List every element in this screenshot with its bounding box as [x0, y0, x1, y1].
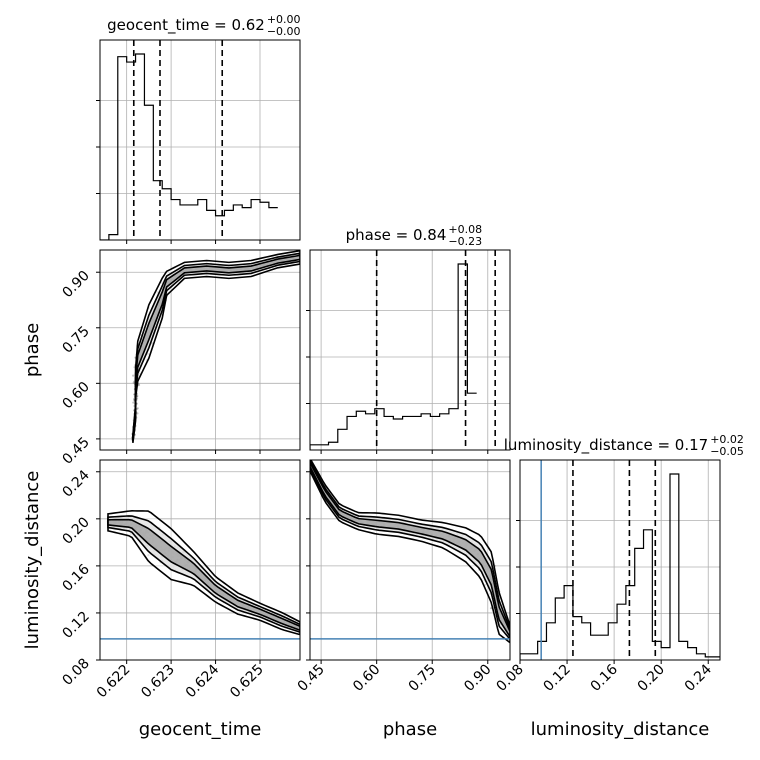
scatter-point: [136, 394, 139, 398]
pair-geocent-time-vs-phase: [99, 249, 301, 451]
scatter-point: [136, 412, 139, 415]
x-tick-label: 0.622: [94, 662, 134, 702]
density-contour: [132, 252, 300, 442]
x-axis-label-geocent-time: geocent_time: [139, 719, 262, 740]
scatter-point: [136, 407, 139, 410]
panel-title-phase: phase = 0.84: [346, 226, 447, 244]
x-axis-label-phase: phase: [383, 719, 437, 740]
y-axis-label-luminosity-distance: luminosity_distance: [22, 471, 43, 650]
y-tick-label: 0.12: [59, 608, 92, 641]
histogram-step: [520, 473, 720, 660]
y-tick-label: 0.16: [59, 561, 92, 594]
x-tick-label: 0.20: [635, 662, 668, 695]
x-tick-label: 0.24: [682, 661, 715, 694]
x-tick-label: 0.624: [183, 661, 223, 701]
x-tick-label: 0.90: [461, 662, 494, 695]
title-plus: +0.00: [267, 13, 301, 26]
scatter-point: [135, 397, 139, 400]
panel-title-luminosity-distance: luminosity_distance = 0.17: [504, 436, 708, 455]
panel-frame: [519, 459, 721, 661]
scatter-point: [132, 401, 135, 404]
y-tick-label: 0.20: [59, 514, 92, 547]
panel-title-geocent-time: geocent_time = 0.62: [107, 16, 265, 35]
x-tick-label: 0.45: [295, 662, 328, 695]
scatter-point: [133, 397, 136, 401]
density-contour: [310, 462, 510, 639]
x-tick-label: 0.623: [138, 662, 178, 702]
title-plus: +0.02: [710, 433, 744, 446]
pair-plot-area: [130, 250, 300, 443]
pair-geocent-time-vs-luminosity-distance: [99, 459, 301, 661]
x-tick-label: 0.12: [541, 662, 574, 695]
density-contour: [107, 518, 300, 632]
title-minus: −0.23: [448, 235, 482, 248]
histogram-phase: [306, 249, 511, 451]
scatter-point: [132, 374, 135, 377]
x-axis-label-luminosity-distance: luminosity_distance: [531, 719, 710, 740]
panel-frame: [99, 459, 301, 661]
scatter-point: [137, 383, 141, 387]
y-tick-label: 0.90: [59, 268, 92, 301]
scatter-point: [489, 607, 493, 610]
histogram-step: [100, 53, 278, 240]
x-tick-label: 0.75: [406, 662, 439, 695]
pair-phase-vs-luminosity-distance: [309, 459, 511, 661]
y-tick-label: 0.60: [59, 379, 92, 412]
x-tick-label: 0.16: [588, 661, 621, 694]
x-tick-label: 0.625: [227, 662, 267, 702]
x-tick-label: 0.08: [493, 662, 526, 695]
panel-frame: [99, 39, 301, 241]
histogram-geocent-time: [96, 39, 301, 241]
density-contour: [132, 250, 300, 443]
density-contour: [132, 254, 300, 441]
x-tick-label: 0.60: [350, 662, 383, 695]
panel-frame: [309, 459, 511, 661]
y-tick-label: 0.45: [59, 434, 92, 467]
title-minus: −0.00: [267, 25, 301, 38]
pair-plot-area: [106, 510, 300, 636]
title-minus: −0.05: [710, 445, 744, 458]
title-plus: +0.08: [448, 223, 482, 236]
histogram-luminosity-distance: [516, 459, 721, 661]
scatter-point: [132, 381, 135, 384]
y-axis-label-phase: phase: [22, 323, 43, 377]
y-tick-label: 0.08: [59, 656, 92, 689]
panel-frame: [99, 249, 301, 451]
pair-plot-area: [310, 460, 510, 644]
y-tick-label: 0.24: [59, 467, 92, 500]
panel-frame: [309, 249, 511, 451]
histogram-step: [310, 263, 477, 450]
y-tick-label: 0.75: [59, 323, 92, 356]
